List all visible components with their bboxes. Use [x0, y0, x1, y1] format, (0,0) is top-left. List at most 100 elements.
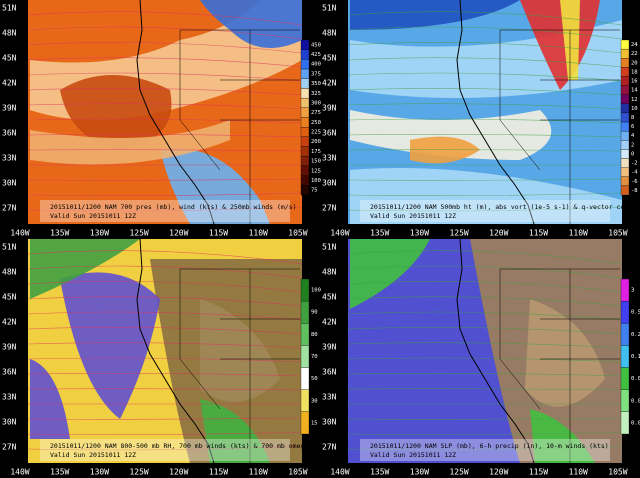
- colorbar-label: 325: [311, 91, 321, 97]
- latitude-label: 36N: [322, 368, 337, 377]
- contour: [27, 431, 303, 435]
- colorbar-label: 16: [631, 79, 638, 85]
- colorbar-swatch: [300, 117, 310, 128]
- colorbar-swatch: [300, 278, 310, 302]
- colorbar-label: 225: [311, 130, 321, 136]
- latitude-label: 51N: [322, 243, 337, 252]
- latitude-label: 48N: [322, 268, 337, 277]
- longitude-label: 140W: [10, 229, 29, 238]
- colorbar-swatch: [620, 149, 630, 159]
- longitude-label: 125W: [129, 468, 148, 477]
- contour: [27, 178, 303, 181]
- map-panel: 20151011/1200 NAM 800-500 mb RH, 700 mb …: [2, 238, 351, 477]
- colorbar-swatch: [620, 167, 630, 177]
- latitude-label: 42N: [2, 318, 17, 327]
- contour: [347, 118, 623, 124]
- latitude-label: 30N: [2, 179, 17, 188]
- latitude-label: 51N: [2, 243, 17, 252]
- caption: Valid Sun 20151011 12Z: [370, 212, 456, 220]
- colorbar-label: 100: [311, 178, 321, 184]
- contour: [27, 311, 303, 321]
- colorbar-label: 3: [631, 288, 634, 294]
- longitude-label: 110W: [249, 468, 268, 477]
- contour: [27, 103, 303, 110]
- colorbar-label: 175: [311, 149, 321, 155]
- colorbar-label: 275: [311, 110, 321, 116]
- colorbar-label: 450: [311, 42, 321, 48]
- contour: [347, 57, 623, 68]
- colorbar-swatch: [300, 78, 310, 89]
- latitude-label: 39N: [322, 343, 337, 352]
- longitude-label: 125W: [449, 229, 468, 238]
- map-panel: 20151011/1200 NAM 500mb ht (m), abs vort…: [322, 0, 638, 238]
- field-shading: [525, 299, 605, 407]
- colorbar-label: 0.1: [631, 354, 640, 360]
- longitude-label: 115W: [209, 229, 228, 238]
- longitude-label: 125W: [449, 468, 468, 477]
- colorbar-swatch: [620, 158, 630, 168]
- colorbar-label: 0.02: [631, 398, 640, 404]
- latitude-label: 51N: [322, 4, 337, 13]
- field-shading: [30, 120, 230, 165]
- latitude-label: 45N: [322, 293, 337, 302]
- colorbar-swatch: [300, 185, 310, 196]
- field-shading: [200, 299, 280, 402]
- latitude-label: 27N: [322, 443, 337, 452]
- longitude-label: 140W: [330, 468, 349, 477]
- longitude-label: 115W: [529, 468, 548, 477]
- colorbar-label: 14: [631, 88, 638, 94]
- latitude-label: 27N: [322, 204, 337, 213]
- longitude-label: 130W: [90, 229, 109, 238]
- longitude-label: 140W: [10, 468, 29, 477]
- field-shading: [60, 272, 160, 419]
- caption-box: [360, 439, 610, 461]
- caption: Valid Sun 20151011 12Z: [50, 451, 136, 459]
- state-borders: [179, 268, 300, 463]
- contour: [347, 281, 623, 293]
- contour: [27, 388, 303, 391]
- colorbar-swatch: [300, 175, 310, 186]
- contour: [27, 327, 303, 335]
- contour: [347, 88, 623, 96]
- colorbar-label: 15: [311, 420, 318, 426]
- longitude-label: 105W: [288, 468, 307, 477]
- contour: [27, 149, 303, 152]
- contour: [347, 11, 623, 26]
- map-panel: 20151011/1200 NAM 700 pres (mb), wind (k…: [2, 0, 321, 238]
- longitude-label: 115W: [209, 468, 228, 477]
- latitude-label: 42N: [322, 79, 337, 88]
- contour: [347, 134, 623, 138]
- contour: [27, 265, 303, 279]
- colorbar-swatch: [300, 107, 310, 118]
- latitude-label: 39N: [2, 104, 17, 113]
- colorbar-label: 30: [311, 398, 318, 404]
- latitude-label: 51N: [2, 4, 17, 13]
- latitude-label: 33N: [322, 154, 337, 163]
- colorbar-label: 10: [631, 106, 638, 112]
- field-shading: [60, 75, 172, 150]
- contour: [27, 26, 303, 40]
- longitude-label: 135W: [370, 229, 389, 238]
- contour: [347, 431, 623, 435]
- colorbar-label: 0.5: [631, 310, 640, 316]
- longitude-label: 110W: [569, 468, 588, 477]
- colorbar-swatch: [300, 146, 310, 157]
- colorbar-label: 300: [311, 100, 321, 106]
- colorbar-swatch: [620, 176, 630, 187]
- colorbar-label: 125: [311, 168, 321, 174]
- colorbar-swatch: [300, 367, 310, 390]
- colorbar-swatch: [620, 103, 630, 114]
- caption: 20151011/1200 NAM 700 pres (mb), wind (k…: [50, 203, 297, 211]
- colorbar-label: 75: [311, 188, 318, 194]
- latitude-label: 45N: [322, 54, 337, 63]
- colorbar-swatch: [620, 58, 630, 68]
- latitude-label: 48N: [2, 268, 17, 277]
- contour: [27, 192, 303, 196]
- longitude-label: 135W: [370, 468, 389, 477]
- colorbar-swatch: [300, 300, 310, 324]
- latitude-label: 33N: [2, 393, 17, 402]
- contour: [347, 72, 623, 82]
- contour: [347, 357, 623, 363]
- colorbar-label: 425: [311, 52, 321, 58]
